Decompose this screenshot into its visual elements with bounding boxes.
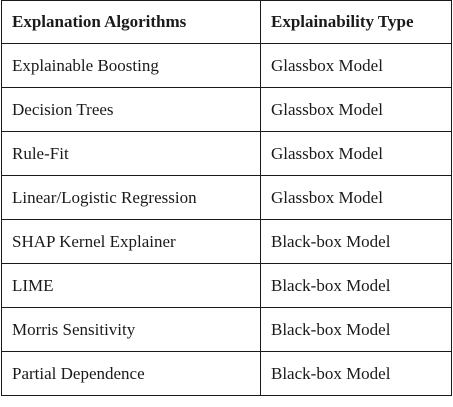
table-row: Linear/Logistic Regression Glassbox Mode… bbox=[1, 175, 452, 220]
header-explanation-algorithms: Explanation Algorithms bbox=[1, 0, 261, 44]
table-header-row: Explanation Algorithms Explainability Ty… bbox=[1, 0, 452, 44]
algorithms-table-container: Explanation Algorithms Explainability Ty… bbox=[1, 0, 452, 396]
algorithm-cell: Rule-Fit bbox=[1, 131, 261, 176]
algorithm-cell: Partial Dependence bbox=[1, 351, 261, 396]
algorithm-cell: SHAP Kernel Explainer bbox=[1, 219, 261, 264]
table-row: SHAP Kernel Explainer Black-box Model bbox=[1, 219, 452, 264]
algorithm-cell: Explainable Boosting bbox=[1, 43, 261, 88]
algorithm-cell: Linear/Logistic Regression bbox=[1, 175, 261, 220]
algorithms-table: Explanation Algorithms Explainability Ty… bbox=[1, 0, 452, 396]
table-row: Morris Sensitivity Black-box Model bbox=[1, 307, 452, 352]
explainability-type-cell: Glassbox Model bbox=[260, 131, 452, 176]
explainability-type-cell: Glassbox Model bbox=[260, 87, 452, 132]
explainability-type-cell: Black-box Model bbox=[260, 263, 452, 308]
table-row: Decision Trees Glassbox Model bbox=[1, 87, 452, 132]
table-row: LIME Black-box Model bbox=[1, 263, 452, 308]
algorithm-cell: LIME bbox=[1, 263, 261, 308]
table-row: Partial Dependence Black-box Model bbox=[1, 351, 452, 396]
table-row: Explainable Boosting Glassbox Model bbox=[1, 43, 452, 88]
header-explainability-type: Explainability Type bbox=[260, 0, 452, 44]
algorithm-cell: Morris Sensitivity bbox=[1, 307, 261, 352]
explainability-type-cell: Black-box Model bbox=[260, 307, 452, 352]
explainability-type-cell: Black-box Model bbox=[260, 219, 452, 264]
explainability-type-cell: Black-box Model bbox=[260, 351, 452, 396]
explainability-type-cell: Glassbox Model bbox=[260, 175, 452, 220]
algorithm-cell: Decision Trees bbox=[1, 87, 261, 132]
table-row: Rule-Fit Glassbox Model bbox=[1, 131, 452, 176]
explainability-type-cell: Glassbox Model bbox=[260, 43, 452, 88]
